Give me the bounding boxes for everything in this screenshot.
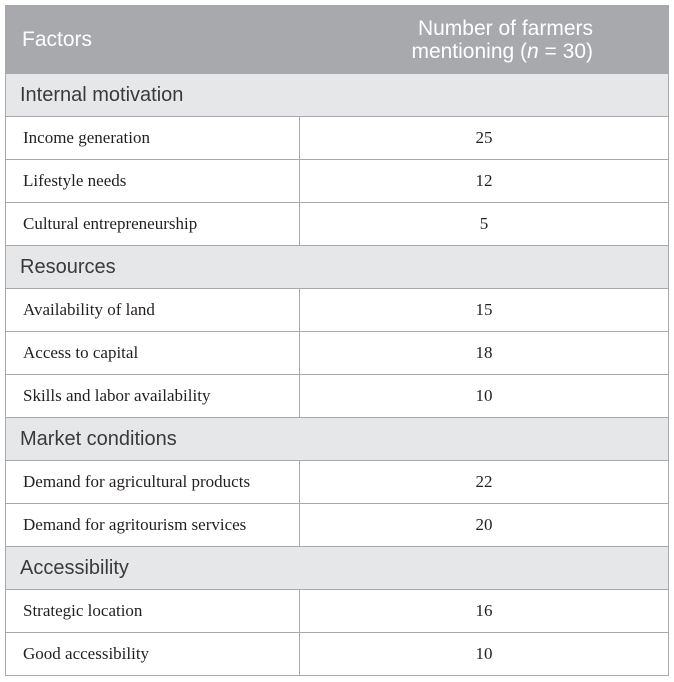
header-count: Number of farmers mentioning (n = 30) [299,5,669,74]
table-row: Cultural entrepreneurship 5 [5,202,669,246]
count-cell: 20 [299,503,669,547]
count-cell: 10 [299,632,669,676]
count-cell: 10 [299,374,669,418]
count-cell: 25 [299,116,669,160]
count-cell: 12 [299,159,669,203]
table-row: Access to capital 18 [5,331,669,375]
factor-cell: Cultural entrepreneurship [5,202,300,246]
table-row: Availability of land 15 [5,288,669,332]
factors-table: Factors Number of farmers mentioning (n … [5,5,669,676]
section-row: Accessibility [5,546,669,590]
count-cell: 5 [299,202,669,246]
factor-cell: Good accessibility [5,632,300,676]
header-factors: Factors [5,5,300,74]
factor-cell: Access to capital [5,331,300,375]
factor-cell: Availability of land [5,288,300,332]
section-row: Internal motivation [5,73,669,117]
factor-cell: Income generation [5,116,300,160]
header-count-prefix: mentioning ( [411,39,528,63]
table-row: Strategic location 16 [5,589,669,633]
header-count-var: n [527,39,539,63]
section-title: Internal motivation [5,73,669,117]
table-row: Demand for agricultural products 22 [5,460,669,504]
count-cell: 18 [299,331,669,375]
count-cell: 16 [299,589,669,633]
factor-cell: Demand for agritourism services [5,503,300,547]
section-title: Market conditions [5,417,669,461]
factor-cell: Strategic location [5,589,300,633]
factor-cell: Skills and labor availability [5,374,300,418]
table-row: Skills and labor availability 10 [5,374,669,418]
section-title: Accessibility [5,546,669,590]
section-title: Resources [5,245,669,289]
section-row: Market conditions [5,417,669,461]
table-row: Demand for agritourism services 20 [5,503,669,547]
count-cell: 22 [299,460,669,504]
header-count-suffix: = 30) [538,39,593,63]
section-row: Resources [5,245,669,289]
table-row: Lifestyle needs 12 [5,159,669,203]
factor-cell: Demand for agricultural products [5,460,300,504]
table-row: Income generation 25 [5,116,669,160]
count-cell: 15 [299,288,669,332]
header-row: Factors Number of farmers mentioning (n … [5,5,669,74]
header-count-line1: Number of farmers [417,16,593,40]
factor-cell: Lifestyle needs [5,159,300,203]
table-row: Good accessibility 10 [5,632,669,676]
